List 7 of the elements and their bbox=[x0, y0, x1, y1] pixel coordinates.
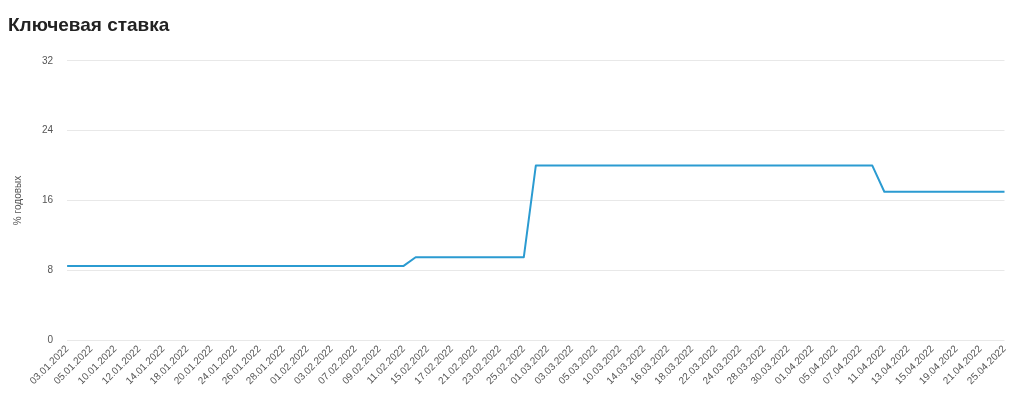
y-tick-label: 8 bbox=[47, 264, 54, 276]
y-axis-title: % годовых bbox=[11, 175, 23, 226]
y-tick-label: 24 bbox=[42, 124, 54, 136]
y-tick-label: 16 bbox=[42, 194, 54, 206]
y-tick-label: 32 bbox=[42, 54, 54, 66]
y-tick-label: 0 bbox=[47, 333, 54, 345]
chart-title: Ключевая ставка bbox=[8, 13, 170, 35]
